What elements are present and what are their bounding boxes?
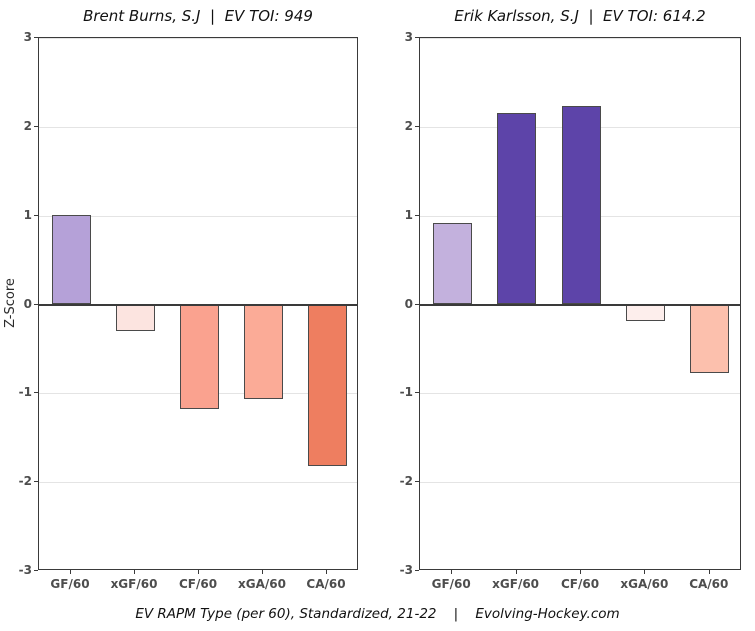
x-tick-mark <box>644 570 646 574</box>
y-tick-mark <box>415 303 419 305</box>
y-tick-label: 0 <box>404 296 413 311</box>
x-tick-label: GF/60 <box>50 577 90 591</box>
panel-title: Erik Karlsson, S.J | EV TOI: 614.2 <box>454 7 706 25</box>
grid-line <box>420 38 740 39</box>
grid-line <box>420 482 740 484</box>
y-tick-label: 1 <box>404 207 413 222</box>
x-tick-mark <box>70 570 71 574</box>
x-tick-label: xGA/60 <box>620 577 669 591</box>
y-tick-label: 0 <box>23 296 32 311</box>
bar <box>243 304 283 399</box>
x-tick-mark <box>515 570 517 574</box>
y-tick-mark <box>415 214 419 216</box>
x-tick-label: xGF/60 <box>492 577 540 591</box>
x-tick-label: CF/60 <box>178 577 218 591</box>
grid-line <box>39 38 357 39</box>
bar <box>690 304 730 373</box>
panel-title: Brent Burns, S.J | EV TOI: 949 <box>83 7 313 25</box>
y-tick-mark <box>415 392 419 394</box>
grid-line <box>39 126 357 128</box>
y-tick-mark <box>34 214 38 216</box>
x-tick-label: CA/60 <box>689 577 729 591</box>
y-tick-label: -2 <box>18 474 32 489</box>
y-tick-label: -1 <box>399 385 413 400</box>
bar <box>561 105 601 305</box>
y-tick-label: 3 <box>23 30 32 44</box>
y-tick-mark <box>34 303 38 305</box>
grid-line <box>39 215 357 217</box>
figure-caption: EV RAPM Type (per 60), Standardized, 21-… <box>135 606 620 622</box>
plot-panel <box>38 37 358 570</box>
zero-line <box>420 303 740 306</box>
grid-line <box>39 482 357 484</box>
bar <box>115 304 155 332</box>
x-tick-mark <box>198 570 199 574</box>
x-tick-mark <box>134 570 135 574</box>
y-tick-label: -2 <box>399 474 413 489</box>
zero-line <box>39 303 357 306</box>
bar <box>179 304 219 410</box>
y-tick-label: 3 <box>404 30 413 44</box>
bar <box>307 304 347 467</box>
x-tick-label: CF/60 <box>560 577 600 591</box>
bar <box>625 304 665 322</box>
x-tick-mark <box>451 570 453 574</box>
y-tick-mark <box>34 37 38 38</box>
x-tick-label: CA/60 <box>306 577 346 591</box>
x-tick-mark <box>262 570 263 574</box>
y-tick-label: -3 <box>399 563 413 577</box>
x-tick-label: GF/60 <box>431 577 471 591</box>
x-tick-mark <box>326 570 327 574</box>
y-tick-label: 2 <box>404 118 413 133</box>
y-tick-mark <box>34 125 38 127</box>
y-tick-mark <box>415 570 419 571</box>
grid-line <box>420 393 740 395</box>
x-tick-mark <box>580 570 581 574</box>
bar <box>51 214 91 305</box>
x-tick-label: xGF/60 <box>110 577 158 591</box>
bar <box>432 222 472 305</box>
y-tick-label: 1 <box>23 207 32 222</box>
y-tick-mark <box>34 392 38 394</box>
y-tick-label: -3 <box>18 563 32 577</box>
plot-panel <box>419 37 741 570</box>
x-tick-mark <box>708 570 710 574</box>
y-tick-mark <box>415 481 419 483</box>
bar <box>497 112 537 305</box>
x-tick-label: xGA/60 <box>238 577 286 591</box>
y-tick-mark <box>415 125 419 127</box>
y-tick-mark <box>34 570 38 571</box>
y-tick-mark <box>415 37 419 38</box>
y-tick-label: 2 <box>23 118 32 133</box>
y-tick-mark <box>34 481 38 483</box>
y-tick-label: -1 <box>18 385 32 400</box>
